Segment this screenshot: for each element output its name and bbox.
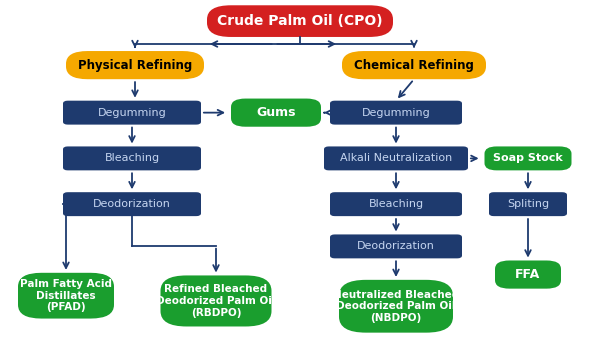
FancyBboxPatch shape: [66, 51, 204, 79]
Text: Degumming: Degumming: [362, 108, 430, 118]
FancyBboxPatch shape: [330, 192, 462, 216]
Text: Gums: Gums: [256, 106, 296, 119]
Text: Deodorization: Deodorization: [93, 199, 171, 209]
FancyBboxPatch shape: [495, 260, 561, 289]
FancyBboxPatch shape: [207, 5, 393, 37]
FancyBboxPatch shape: [330, 101, 462, 125]
Text: Bleaching: Bleaching: [368, 199, 424, 209]
FancyBboxPatch shape: [63, 192, 201, 216]
FancyBboxPatch shape: [324, 146, 468, 170]
FancyBboxPatch shape: [485, 146, 571, 170]
FancyBboxPatch shape: [330, 234, 462, 258]
Text: Alkali Neutralization: Alkali Neutralization: [340, 153, 452, 163]
FancyBboxPatch shape: [160, 275, 271, 327]
Text: Deodorization: Deodorization: [357, 241, 435, 251]
FancyBboxPatch shape: [342, 51, 486, 79]
Text: Spliting: Spliting: [507, 199, 549, 209]
Text: Bleaching: Bleaching: [104, 153, 160, 163]
Text: Neutralized Bleached
Deodorized Palm Oil
(NBDPO): Neutralized Bleached Deodorized Palm Oil…: [333, 290, 459, 323]
FancyBboxPatch shape: [339, 280, 453, 333]
FancyBboxPatch shape: [63, 101, 201, 125]
Text: Palm Fatty Acid
Distillates
(PFAD): Palm Fatty Acid Distillates (PFAD): [20, 279, 112, 312]
Text: Refined Bleached
Deodorized Palm Oil
(RBDPO): Refined Bleached Deodorized Palm Oil (RB…: [156, 284, 276, 318]
Text: Soap Stock: Soap Stock: [493, 153, 563, 163]
FancyBboxPatch shape: [63, 146, 201, 170]
Text: Physical Refining: Physical Refining: [78, 59, 192, 71]
FancyBboxPatch shape: [489, 192, 567, 216]
FancyBboxPatch shape: [18, 273, 114, 319]
Text: Degumming: Degumming: [98, 108, 166, 118]
Text: Crude Palm Oil (CPO): Crude Palm Oil (CPO): [217, 14, 383, 28]
Text: Chemical Refining: Chemical Refining: [354, 59, 474, 71]
Text: FFA: FFA: [515, 268, 541, 281]
FancyBboxPatch shape: [231, 99, 321, 127]
